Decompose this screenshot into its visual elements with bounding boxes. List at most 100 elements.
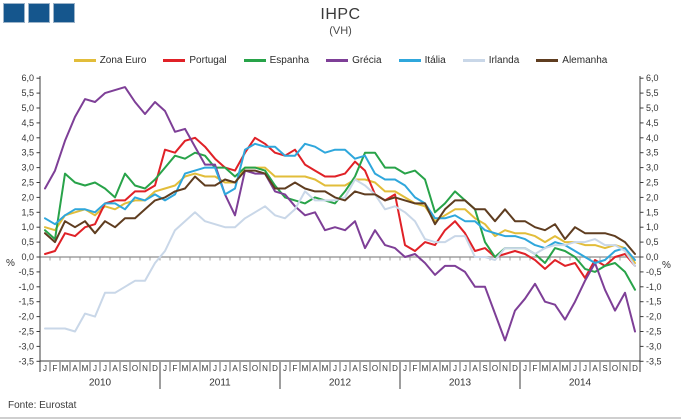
svg-text:N: N [502,364,508,373]
svg-text:N: N [142,364,148,373]
svg-text:D: D [512,364,518,373]
series-line-espanha [44,151,636,291]
svg-text:J: J [463,364,467,373]
svg-text:A: A [352,364,358,373]
svg-text:3,0: 3,0 [646,163,659,173]
svg-text:0,0: 0,0 [21,252,34,262]
svg-text:F: F [293,364,298,373]
legend-label: Espanha [269,55,310,66]
title-block: IHPC (VH) [0,6,681,38]
legend-item-zona-euro: Zona Euro [73,55,146,66]
legend-item-alemanha: Alemanha [536,55,607,66]
svg-text:M: M [82,364,89,373]
svg-text:O: O [252,364,258,373]
legend: Zona Euro Portugal Espanha Grécia Itália Irla… [0,55,681,66]
svg-text:-3,5: -3,5 [646,356,662,366]
svg-text:3,5: 3,5 [21,148,34,158]
svg-text:A: A [472,364,478,373]
svg-text:J: J [163,364,167,373]
svg-text:F: F [533,364,538,373]
series-line-alemanha [44,169,636,255]
svg-text:-1,0: -1,0 [18,282,34,292]
svg-text:N: N [262,364,268,373]
legend-item-italia: Itália [398,55,446,66]
svg-text:S: S [242,364,247,373]
svg-text:5,5: 5,5 [21,88,34,98]
svg-text:3,5: 3,5 [646,148,659,158]
svg-text:-3,0: -3,0 [646,341,662,351]
svg-text:D: D [152,364,158,373]
legend-swatch-irlanda [462,59,485,62]
legend-swatch-espanha [243,59,266,62]
svg-text:-3,5: -3,5 [18,356,34,366]
legend-label: Irlanda [488,55,520,66]
source-note: Fonte: Eurostat [8,400,77,411]
svg-text:F: F [53,364,58,373]
svg-text:A: A [192,364,198,373]
svg-text:6,0: 6,0 [646,73,659,83]
svg-text:4,5: 4,5 [21,118,34,128]
svg-text:-1,5: -1,5 [18,297,34,307]
svg-text:-1,0: -1,0 [646,282,662,292]
svg-text:4,0: 4,0 [646,133,659,143]
svg-text:F: F [173,364,178,373]
svg-text:M: M [422,364,429,373]
legend-label: Alemanha [562,55,608,66]
svg-text:-1,5: -1,5 [646,297,662,307]
svg-text:2011: 2011 [209,378,231,389]
legend-item-grecia: Grécia [326,55,382,66]
svg-text:S: S [482,364,487,373]
svg-text:M: M [62,364,69,373]
logo-square [3,3,25,23]
svg-text:J: J [213,364,217,373]
svg-text:O: O [372,364,378,373]
svg-text:2012: 2012 [329,378,352,389]
svg-text:A: A [552,364,558,373]
svg-text:%: % [662,260,671,271]
svg-text:2013: 2013 [449,378,472,389]
svg-text:J: J [93,364,97,373]
series-line-italia [44,142,636,264]
svg-text:2,0: 2,0 [646,192,659,202]
svg-text:J: J [283,364,287,373]
legend-item-irlanda: Irlanda [462,55,520,66]
svg-text:A: A [112,364,118,373]
svg-text:O: O [132,364,138,373]
svg-text:-0,5: -0,5 [18,267,34,277]
svg-text:M: M [182,364,189,373]
svg-text:D: D [632,364,638,373]
svg-text:0,5: 0,5 [646,237,659,247]
svg-text:2014: 2014 [569,378,592,389]
svg-text:-2,5: -2,5 [646,327,662,337]
svg-text:O: O [492,364,498,373]
svg-text:D: D [272,364,278,373]
legend-swatch-alemanha [536,59,559,62]
svg-text:0,5: 0,5 [21,237,34,247]
svg-text:J: J [583,364,587,373]
svg-text:2,5: 2,5 [646,178,659,188]
svg-text:5,5: 5,5 [646,88,659,98]
series-line-grecia [44,86,636,342]
svg-text:2010: 2010 [89,378,112,389]
svg-text:M: M [322,364,329,373]
legend-swatch-portugal [163,59,186,62]
svg-text:1,0: 1,0 [21,222,34,232]
svg-text:D: D [392,364,398,373]
svg-text:S: S [362,364,367,373]
svg-text:J: J [103,364,107,373]
svg-text:J: J [523,364,527,373]
svg-text:-3,0: -3,0 [18,341,34,351]
chart-title: IHPC [320,6,361,23]
svg-text:S: S [602,364,607,373]
legend-item-espanha: Espanha [243,55,310,66]
svg-text:3,0: 3,0 [21,163,34,173]
y-axes: 6,0 6,0 5,5 5,5 5,0 5,0 4,5 4,5 4,0 4,0 3,5 3,5 3,0 3… [6,73,671,372]
svg-text:J: J [453,364,457,373]
svg-text:A: A [432,364,438,373]
svg-text:0,0: 0,0 [646,252,659,262]
legend-label: Grécia [352,55,382,66]
svg-text:-2,5: -2,5 [18,327,34,337]
svg-text:-2,0: -2,0 [18,312,34,322]
